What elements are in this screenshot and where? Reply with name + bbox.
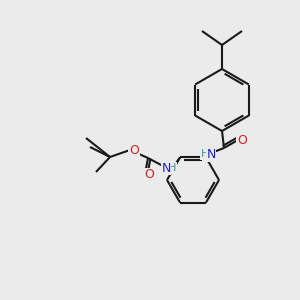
Text: H: H [201, 149, 209, 159]
Text: N: N [161, 161, 171, 175]
Text: H: H [168, 163, 176, 173]
Text: O: O [237, 134, 247, 146]
Text: N: N [206, 148, 216, 161]
Text: O: O [129, 143, 139, 157]
Text: O: O [144, 169, 154, 182]
